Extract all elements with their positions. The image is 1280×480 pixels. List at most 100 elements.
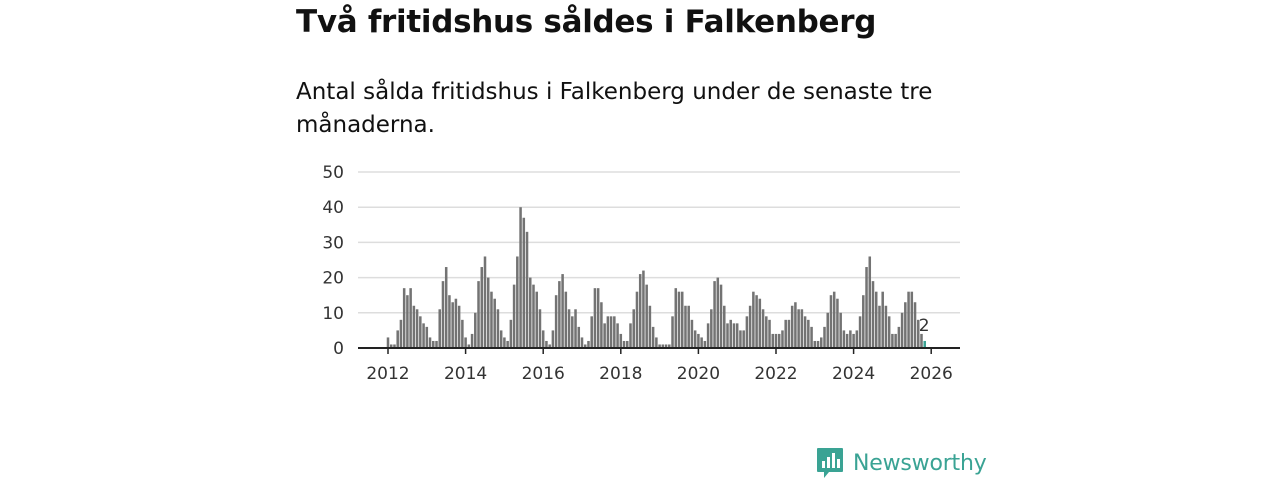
bar: [677, 291, 681, 348]
bar: [461, 319, 464, 348]
newsworthy-brand[interactable]: Newsworthy: [815, 446, 987, 480]
bar: [574, 309, 577, 348]
bar: [693, 330, 697, 348]
bar: [616, 323, 619, 348]
bar: [490, 291, 493, 348]
bar: [849, 330, 852, 348]
bar: [409, 288, 412, 348]
bar: [874, 291, 878, 348]
y-tick-label: 50: [322, 163, 344, 183]
bar: [535, 291, 538, 348]
bar: [671, 316, 674, 348]
bar: [548, 344, 551, 348]
bar: [823, 326, 826, 348]
bar: [839, 312, 842, 348]
bar: [448, 295, 451, 348]
bar: [797, 309, 800, 348]
bar: [752, 291, 755, 348]
bar: [842, 330, 846, 348]
x-tick-label: 2026: [910, 364, 953, 384]
bar: [564, 291, 568, 348]
bar: [451, 302, 454, 348]
bar: [532, 284, 535, 348]
bar: [884, 305, 888, 348]
bar: [771, 333, 775, 348]
bar: [545, 340, 548, 348]
bar: [858, 316, 862, 348]
bar: [881, 291, 884, 348]
bar: [913, 302, 917, 348]
y-tick-label: 30: [322, 233, 344, 253]
bar: [774, 333, 778, 348]
bar: [642, 270, 645, 348]
bar: [590, 316, 593, 348]
bar: [674, 288, 678, 348]
bar: [509, 319, 513, 348]
bar: [406, 295, 409, 348]
bar: [680, 291, 684, 348]
bar: [706, 323, 710, 348]
bar: [735, 323, 739, 348]
bar: [428, 337, 432, 348]
bar: [464, 337, 467, 348]
bar: [713, 281, 716, 348]
bar: [432, 340, 435, 348]
bar: [907, 291, 910, 348]
bar: [803, 316, 807, 348]
x-tick-label: 2012: [366, 364, 409, 384]
bar: [748, 305, 752, 348]
bar: [710, 309, 713, 348]
bar: [422, 323, 425, 348]
bar: [826, 312, 829, 348]
x-tick-label: 2024: [832, 364, 875, 384]
bar: [596, 288, 600, 348]
bar: [583, 344, 587, 348]
bar: [477, 281, 480, 348]
bar: [836, 298, 839, 348]
bar: [800, 309, 804, 348]
bar: [483, 256, 487, 348]
bar: [820, 337, 823, 348]
bar: [457, 305, 461, 348]
bar: [862, 295, 865, 348]
bar: [690, 319, 694, 348]
bar: [716, 277, 720, 348]
bar: [810, 326, 813, 348]
bar: [554, 295, 558, 348]
bar: [499, 330, 503, 348]
bar: [651, 326, 655, 348]
bar: [816, 340, 820, 348]
bar: [726, 323, 729, 348]
bar: [732, 323, 736, 348]
bar: [567, 309, 571, 348]
bar: [904, 302, 907, 348]
bar: [855, 330, 859, 348]
bar: [887, 316, 891, 348]
bar: [516, 256, 519, 348]
bar: [626, 340, 629, 348]
x-tick-label: 2016: [522, 364, 565, 384]
y-tick-label: 10: [322, 304, 344, 324]
bar: [486, 277, 490, 348]
bar: [845, 333, 849, 348]
bar: [658, 344, 661, 348]
bar: [900, 312, 904, 348]
y-tick-label: 0: [333, 339, 344, 359]
x-tick-label: 2018: [599, 364, 642, 384]
bar: [600, 302, 603, 348]
bar: [739, 330, 742, 348]
bar: [467, 344, 471, 348]
bar: [790, 305, 794, 348]
bar: [512, 284, 516, 348]
bar: [603, 323, 606, 348]
bar: [438, 309, 441, 348]
y-tick-label: 20: [322, 269, 344, 289]
bar: [415, 309, 419, 348]
bar: [580, 337, 584, 348]
bar: [393, 344, 396, 348]
bar: [470, 333, 474, 348]
bar: [894, 333, 897, 348]
bar: [480, 267, 484, 348]
bar: [891, 333, 894, 348]
y-axis: 0 10 20 30 40 50: [322, 163, 344, 359]
